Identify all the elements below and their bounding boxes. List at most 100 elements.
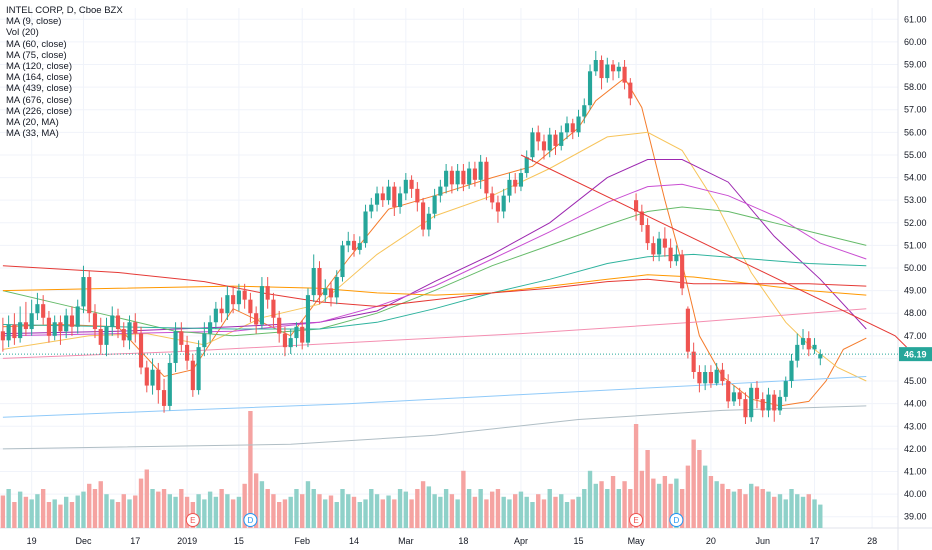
time-tick-label: 19	[27, 536, 37, 546]
volume-bar	[92, 489, 98, 528]
volume-bar	[438, 496, 443, 528]
candle-body	[127, 322, 132, 341]
marker-label: E	[190, 516, 195, 525]
volume-bar	[248, 411, 253, 528]
candle-body	[386, 186, 391, 201]
candle-body	[582, 105, 587, 117]
candle-body	[461, 170, 466, 185]
time-axis[interactable]: 19 Dec 17 2019 15 Feb 14 Mar 18 Apr 15 May 20 Jun 17 28	[27, 536, 877, 546]
volume-bar	[553, 496, 558, 528]
candle-body	[282, 333, 288, 348]
indicator-label: MA (9, close)	[6, 16, 62, 28]
volume-bar	[409, 499, 414, 528]
volume-bar	[380, 499, 385, 528]
volume-bar	[415, 489, 420, 528]
candle-body	[622, 66, 627, 83]
marker-circle	[243, 513, 258, 527]
volume-bar	[593, 483, 598, 528]
ma-line	[2, 206, 867, 337]
price-axis[interactable]: 39.00 40.00 41.00 42.00 43.00 44.00 45.00 47.00…	[904, 14, 927, 521]
price-tick-label: 42.00	[904, 444, 927, 454]
ma-line	[2, 77, 867, 407]
trendline[interactable]	[520, 154, 907, 348]
candle-body	[75, 306, 80, 327]
candle-body	[380, 193, 385, 201]
volume-bar	[300, 494, 305, 528]
candle-body	[334, 277, 339, 298]
candle-body	[185, 344, 190, 361]
volume-bar	[645, 450, 650, 528]
volume-bar	[731, 491, 737, 528]
volume-bar	[737, 489, 742, 528]
volume-bar	[524, 496, 529, 528]
volume-bar	[144, 469, 149, 528]
volume-bar	[587, 470, 593, 528]
volume-bar	[547, 489, 552, 528]
candle-body	[662, 238, 667, 248]
candle-body	[259, 286, 264, 325]
volume-bar	[484, 499, 489, 528]
volume-bar	[138, 478, 144, 528]
indicator-label: MA (33, MA)	[6, 128, 59, 140]
time-tick-label: Jun	[755, 536, 770, 546]
candle-body	[530, 132, 535, 158]
candle-body	[374, 193, 380, 205]
volume-bar	[386, 495, 391, 528]
candle-body	[789, 360, 794, 382]
candle-body	[634, 200, 639, 212]
candle-body	[587, 71, 593, 106]
candle-body	[438, 186, 443, 196]
volume-bar	[0, 495, 6, 528]
candle-body	[98, 329, 103, 345]
indicator-label: MA (20, MA)	[6, 117, 59, 129]
volume-bar	[432, 494, 437, 528]
indicator-legend[interactable]: INTEL CORP, D, Cboe BZX MA (9, close) Vol…	[6, 5, 123, 139]
price-tick-label: 48.00	[904, 308, 927, 318]
candle-body	[472, 168, 477, 180]
ma-line	[2, 274, 867, 296]
candle-body	[444, 170, 449, 187]
price-tick-label: 61.00	[904, 14, 927, 24]
candle-body	[277, 317, 282, 334]
price-tick-label: 49.00	[904, 286, 927, 296]
candle-body	[58, 322, 63, 332]
price-tick-label: 52.00	[904, 218, 927, 228]
candle-body	[64, 315, 69, 332]
candle-body	[651, 243, 656, 255]
candle-body	[570, 123, 575, 133]
indicator-label: MA (75, close)	[6, 49, 67, 61]
volume-bar	[328, 495, 334, 528]
candle-body	[610, 64, 616, 72]
candle-body	[415, 188, 420, 203]
candle-body	[311, 268, 316, 296]
volume-bar	[173, 496, 178, 528]
volume-bar	[167, 494, 173, 528]
price-tick-label: 44.00	[904, 399, 927, 409]
candle-body	[639, 211, 644, 226]
volume-bar	[501, 496, 506, 528]
volume-bar	[351, 496, 357, 528]
candle-body	[208, 322, 213, 334]
marker-circle	[629, 513, 644, 527]
volume-bar	[317, 494, 322, 528]
time-tick-label: 14	[349, 536, 359, 546]
volume-bar	[622, 481, 627, 528]
volume-bar	[340, 489, 345, 528]
candle-body	[219, 308, 224, 314]
moving-average-lines	[2, 77, 867, 450]
volume-bar	[518, 491, 524, 528]
volume-bar	[23, 496, 29, 528]
candle-body	[87, 277, 92, 314]
candle-body	[46, 317, 52, 336]
volume-bar	[288, 496, 293, 528]
last-price-box	[899, 347, 932, 362]
candle-body	[317, 268, 322, 296]
candle-body	[323, 288, 328, 296]
volume-bar	[466, 489, 472, 528]
candle-body	[593, 60, 598, 72]
candle-body	[29, 313, 34, 330]
volume-bar	[795, 494, 800, 528]
indicator-label: MA (60, close)	[6, 38, 67, 50]
